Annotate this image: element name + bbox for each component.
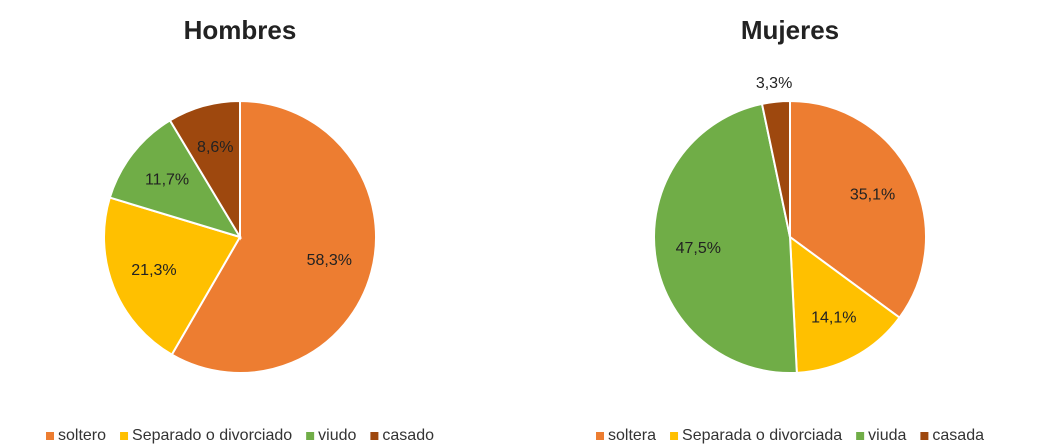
legend-swatch [46,432,55,440]
legend-swatch [856,432,865,440]
legend-label: viuda [868,427,906,444]
pie-slice [103,196,242,357]
data-label: 3,3% [756,75,792,92]
legend-label: viudo [318,427,356,444]
data-label: 35,1% [850,186,895,203]
legend-label: casada [932,427,984,444]
legend-label: soltera [608,427,656,444]
pie-slice [168,99,241,241]
data-label: 58,3% [307,252,352,269]
data-label: 8,6% [197,139,233,156]
legend-swatch [370,432,379,440]
data-label: 14,1% [811,310,856,327]
legend-swatch [670,432,679,440]
legend-label: casado [382,427,434,444]
pie-slice [108,119,243,239]
legend-swatch [120,432,129,440]
legend-label: Separado o divorciado [132,427,292,444]
legend-swatch [306,432,315,440]
data-label: 47,5% [676,240,721,257]
legend-label: Separada o divorciada [682,427,842,444]
legend-swatch [596,432,605,440]
pie-slice [760,99,791,238]
legend: soltero Separado o divorciado viudo casado [46,427,434,444]
pie-slice [170,99,377,374]
legend: soltera Separada o divorciada viuda casada [596,427,984,444]
pie-slice [789,99,927,320]
legend-swatch [920,432,929,440]
legend-label: soltero [58,427,106,444]
data-label: 21,3% [131,262,176,279]
chart-title: Mujeres [741,15,839,45]
chart-title: Hombres [184,15,297,45]
pie-slice [653,102,798,374]
pie-slice [788,234,901,374]
data-label: 11,7% [145,171,189,188]
